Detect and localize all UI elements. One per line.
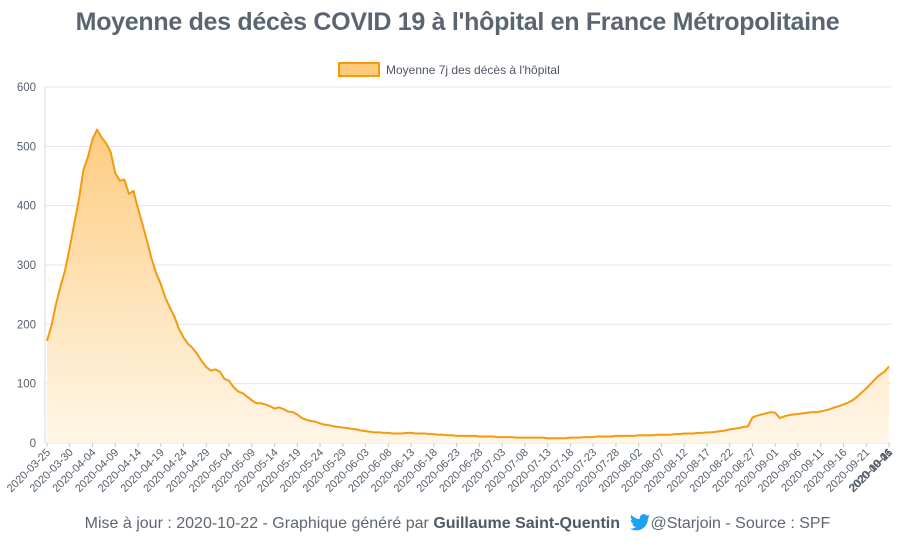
footer: Mise à jour : 2020-10-22 - Graphique gén… xyxy=(0,514,915,536)
y-tick-label: 100 xyxy=(17,379,36,391)
y-tick-label: 300 xyxy=(17,260,36,272)
chart-title: Moyenne des décès COVID 19 à l'hôpital e… xyxy=(75,8,840,36)
y-tick-label: 600 xyxy=(17,82,36,94)
footer-prefix: Mise à jour : 2020-10-22 - Graphique gén… xyxy=(84,515,434,532)
author-name[interactable]: Guillaume Saint-Quentin xyxy=(433,515,620,532)
twitter-handle[interactable]: @Starjoin xyxy=(650,515,721,532)
twitter-bird-icon xyxy=(630,514,651,536)
y-tick-label: 0 xyxy=(30,438,36,450)
y-tick-label: 200 xyxy=(17,319,36,331)
y-tick-label: 500 xyxy=(17,141,36,153)
y-tick-label: 400 xyxy=(17,201,36,213)
legend[interactable]: Moyenne 7j des décès à l'hôpital xyxy=(338,62,560,77)
legend-swatch xyxy=(338,62,380,77)
footer-source: - Source : SPF xyxy=(720,515,831,532)
legend-label[interactable]: Moyenne 7j des décès à l'hôpital xyxy=(386,63,560,77)
area-layer xyxy=(46,128,890,443)
area-fill xyxy=(47,129,889,443)
series-line[interactable] xyxy=(46,128,890,440)
